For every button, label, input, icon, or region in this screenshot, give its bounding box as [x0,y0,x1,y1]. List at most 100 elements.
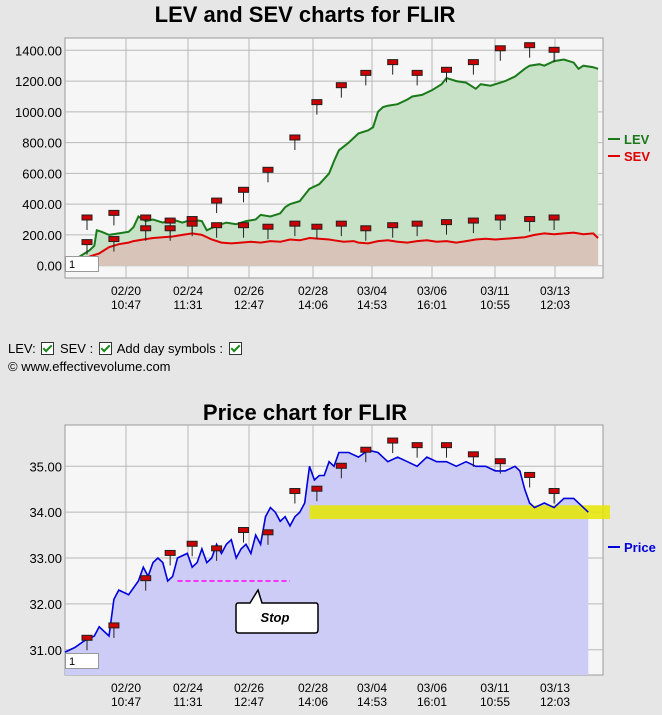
price-day-marker [186,540,198,547]
lev-day-marker [311,99,323,106]
bottom-zoom-input[interactable]: 1 [65,653,99,669]
price-day-marker [335,462,347,469]
copyright: © www.effectivevolume.com [8,359,171,374]
sev-day-marker [81,239,93,246]
sev-day-marker [262,223,274,230]
bottom-x-tick-date: 03/06 [417,681,447,695]
price-day-marker [262,529,274,536]
top-x-tick-time: 11:31 [173,298,202,312]
lev-day-marker [164,217,176,224]
price-day-marker [440,442,452,449]
lev-day-marker [262,166,274,173]
lev-day-marker [548,46,560,53]
top-x-tick-date: 03/06 [417,284,447,298]
price-day-marker [238,527,250,534]
bottom-chart-title: Price chart for FLIR [203,400,407,425]
bottom-x-tick-time: 12:47 [234,695,264,709]
sev-day-marker [387,222,399,229]
price-day-marker [108,622,120,629]
day-symbols-checkbox[interactable] [228,342,242,355]
bottom-y-tick-label: 34.00 [29,505,62,520]
sev-day-marker [164,225,176,232]
bottom-x-tick-time: 10:47 [111,695,141,709]
stop-callout-box [235,588,319,634]
price-day-marker [494,458,506,465]
top-x-tick-time: 16:01 [417,298,447,312]
lev-day-marker [440,66,452,73]
bottom-y-tick-label: 31.00 [29,643,62,658]
price-day-marker [548,488,560,495]
top-x-tick-time: 14:06 [298,298,328,312]
price-legend-label: Price [624,540,656,555]
sev-day-marker [360,225,372,232]
top-y-tick-label: 200.00 [22,228,62,243]
price-day-marker [411,442,423,449]
price-day-marker [360,446,372,453]
lev-day-marker [360,69,372,76]
bottom-y-tick-label: 32.00 [29,597,62,612]
top-y-tick-label: 1000.00 [15,105,62,120]
bottom-x-tick-date: 03/04 [357,681,387,695]
bottom-x-tick-time: 10:55 [480,695,510,709]
sev-day-marker [548,214,560,221]
sev-day-marker [411,220,423,227]
top-x-tick-date: 02/24 [173,284,203,298]
bottom-x-tick-date: 02/20 [111,681,141,695]
sev-checkbox[interactable] [98,342,112,355]
top-x-tick-time: 12:47 [234,298,264,312]
top-y-tick-label: 1200.00 [15,74,62,89]
bottom-x-tick-time: 14:06 [298,695,328,709]
sev-day-marker [186,220,198,227]
lev-day-marker [524,42,536,49]
support-band [309,505,610,520]
lev-day-marker [411,69,423,76]
top-x-tick-time: 12:03 [540,298,570,312]
top-chart-title: LEV and SEV charts for FLIR [155,2,456,27]
bottom-y-tick-label: 33.00 [29,551,62,566]
top-x-tick-time: 10:55 [480,298,510,312]
lev-toggle-label: LEV: [8,341,36,356]
bottom-x-tick-date: 03/11 [480,681,509,695]
top-x-tick-date: 02/28 [298,284,328,298]
lev-line [64,58,599,267]
top-x-tick-date: 03/04 [357,284,387,298]
lev-day-marker [467,59,479,66]
bottom-y-tick-label: 35.00 [29,459,62,474]
bottom-x-tick-time: 11:31 [173,695,202,709]
price-day-marker [289,488,301,495]
bottom-x-tick-date: 03/13 [540,681,570,695]
top-x-tick-date: 03/13 [540,284,570,298]
top-y-tick-label: 600.00 [22,166,62,181]
price-line [64,449,589,653]
sev-legend-label: SEV [624,149,650,164]
top-y-tick-label: 400.00 [22,197,62,212]
lev-day-marker [140,214,152,221]
top-y-tick-label: 0.00 [37,259,62,274]
day-symbols-label: Add day symbols : [116,341,223,356]
sev-day-marker [467,217,479,224]
top-x-tick-date: 02/26 [234,284,264,298]
lev-day-marker [494,45,506,52]
sev-day-marker [289,220,301,227]
sev-day-marker [524,216,536,223]
lev-checkbox[interactable] [41,342,55,355]
top-x-tick-time: 10:47 [111,298,141,312]
top-x-tick-date: 03/11 [480,284,509,298]
sev-day-marker [311,223,323,230]
sev-day-marker [440,219,452,226]
sev-day-marker [494,214,506,221]
sev-day-marker [238,222,250,229]
top-y-tick-label: 1400.00 [15,43,62,58]
top-zoom-input[interactable]: 1 [65,256,99,272]
bottom-x-tick-time: 16:01 [417,695,447,709]
sev-line [64,231,599,267]
stop-callout-label: Stop [261,610,290,625]
top-x-tick-date: 02/20 [111,284,141,298]
lev-day-marker [289,134,301,141]
bottom-x-tick-date: 02/24 [173,681,203,695]
lev-legend-label: LEV [624,132,650,147]
lev-day-marker [387,59,399,66]
legend-controls: LEV: SEV : Add day symbols : [8,341,244,356]
lev-day-marker [335,82,347,89]
price-day-marker [164,549,176,556]
